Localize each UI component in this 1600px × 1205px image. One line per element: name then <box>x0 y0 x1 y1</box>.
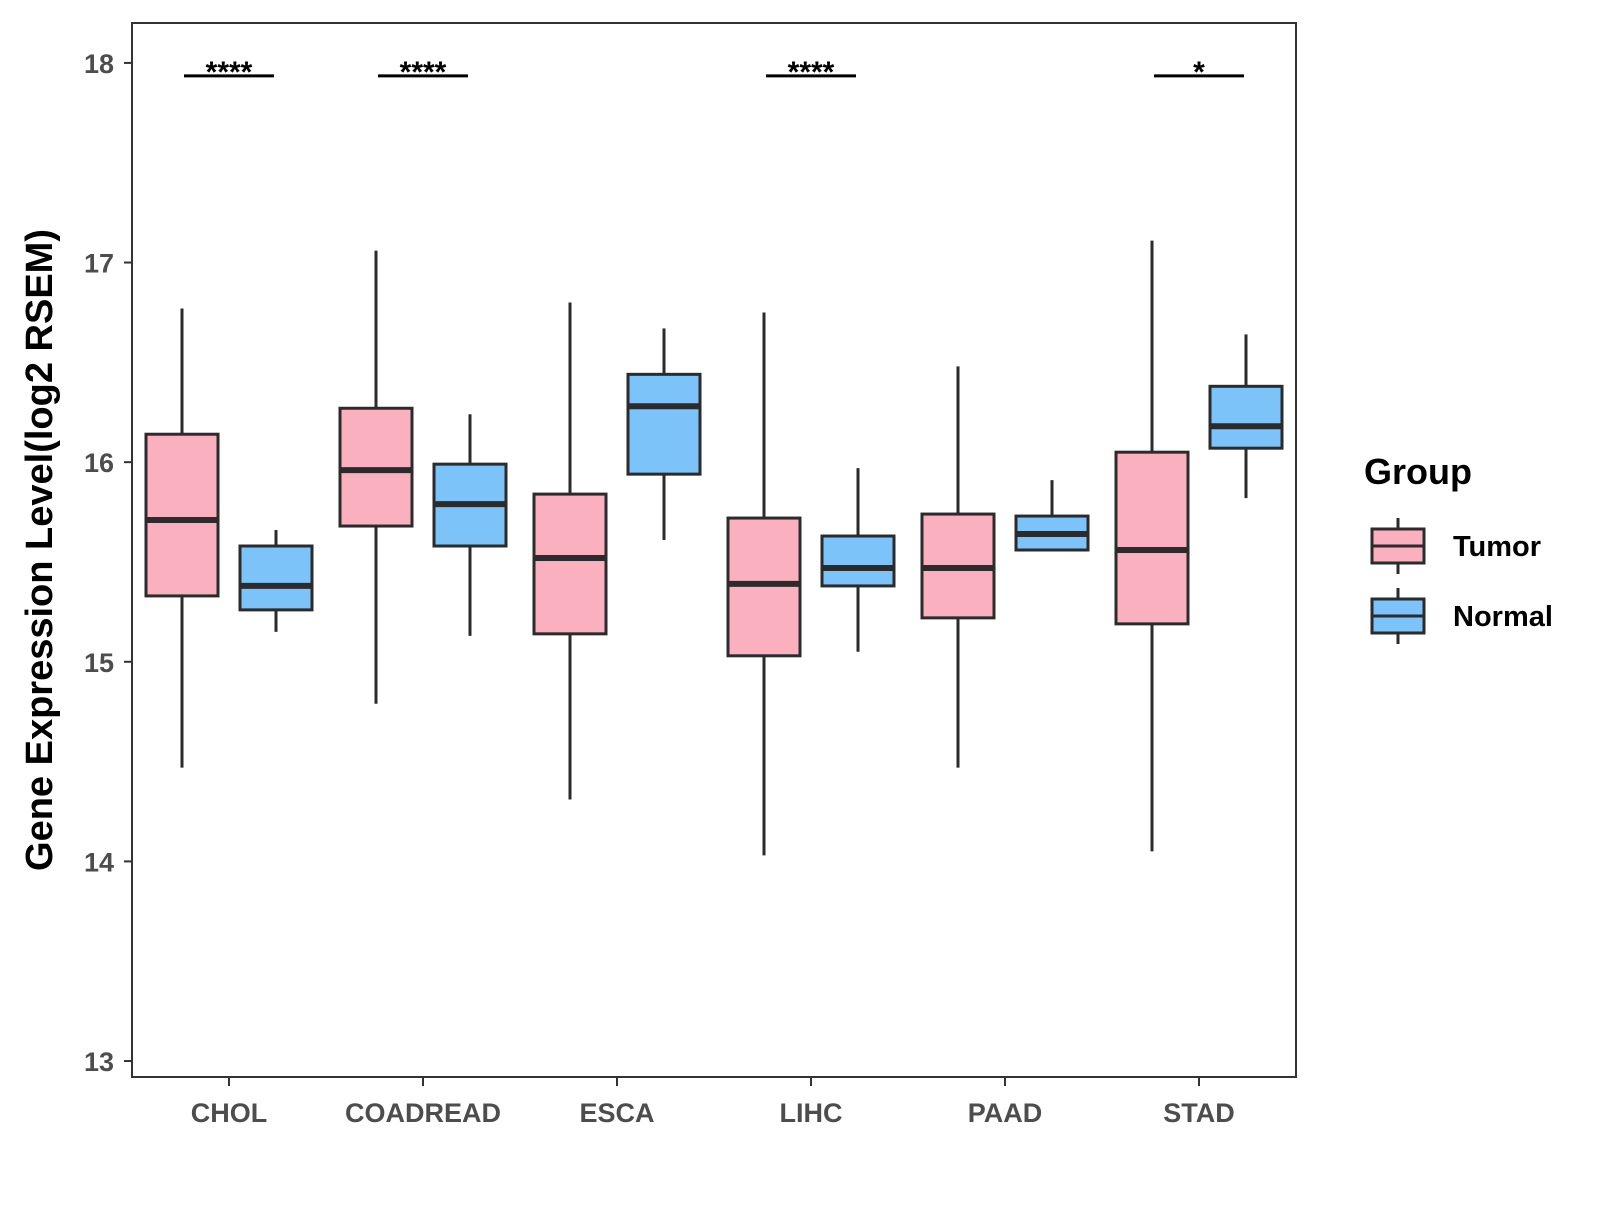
box-body <box>1208 384 1284 450</box>
y-axis: 13 14 15 16 17 18 <box>84 49 132 1077</box>
box-normal-paad <box>1014 480 1090 552</box>
x-tick-label: PAAD <box>968 1098 1043 1128</box>
x-tick-label: CHOL <box>191 1098 268 1128</box>
y-tick-label: 18 <box>84 49 114 79</box>
box-body <box>1114 450 1190 626</box>
x-tick-label: LIHC <box>780 1098 843 1128</box>
legend: Group Tumor Normal <box>1364 451 1553 644</box>
y-tick-label: 13 <box>84 1047 114 1077</box>
box-tumor-paad <box>920 366 996 768</box>
box-tumor-chol <box>144 308 220 768</box>
significance-label: * <box>1193 56 1205 89</box>
x-tick-label: COADREAD <box>345 1098 501 1128</box>
legend-item-tumor: Tumor <box>1370 518 1541 574</box>
x-tick-label: STAD <box>1163 1098 1235 1128</box>
significance-label: **** <box>400 56 447 89</box>
x-axis: CHOL COADREAD ESCA LIHC PAAD STAD <box>191 1077 1235 1128</box>
box-body <box>820 534 896 588</box>
box-body <box>532 492 608 636</box>
significance-label: **** <box>788 56 835 89</box>
box-normal-chol <box>238 530 314 632</box>
y-tick-label: 14 <box>84 847 114 877</box>
box-tumor-coadread <box>338 250 414 704</box>
box-tumor-stad <box>1114 240 1190 852</box>
x-tick-label: ESCA <box>579 1098 654 1128</box>
box-body <box>626 372 702 476</box>
legend-label: Normal <box>1453 601 1553 633</box>
box-normal-esca <box>626 328 702 541</box>
legend-label: Tumor <box>1453 531 1541 563</box>
y-tick-label: 16 <box>84 448 114 478</box>
y-axis-title: Gene Expression Level(log2 RSEM) <box>19 229 61 871</box>
plot-area <box>144 240 1284 856</box>
box-normal-coadread <box>432 414 508 636</box>
significance-annotations: **** **** **** * <box>184 56 1244 89</box>
legend-title: Group <box>1364 451 1472 492</box>
significance-label: **** <box>206 56 253 89</box>
y-tick-label: 17 <box>84 249 114 279</box>
box-body <box>238 544 314 612</box>
legend-item-normal: Normal <box>1370 588 1553 644</box>
box-tumor-esca <box>532 302 608 800</box>
y-tick-label: 15 <box>84 648 114 678</box>
plot-panel-border <box>131 22 1297 1078</box>
box-normal-lihc <box>820 468 896 652</box>
box-tumor-lihc <box>726 312 802 856</box>
box-body <box>144 432 220 598</box>
box-normal-stad <box>1208 334 1284 499</box>
